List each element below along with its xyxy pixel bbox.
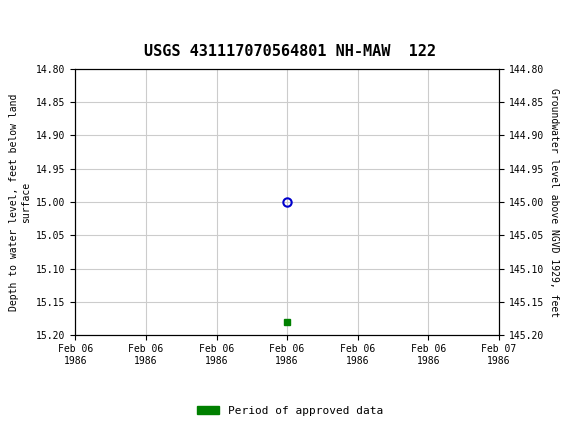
Y-axis label: Depth to water level, feet below land
surface: Depth to water level, feet below land su… [9, 93, 31, 311]
Text: USGS 431117070564801 NH-MAW  122: USGS 431117070564801 NH-MAW 122 [144, 44, 436, 59]
Legend: Period of approved data: Period of approved data [193, 401, 387, 420]
Y-axis label: Groundwater level above NGVD 1929, feet: Groundwater level above NGVD 1929, feet [549, 88, 559, 316]
Text: █USGS: █USGS [17, 9, 72, 30]
